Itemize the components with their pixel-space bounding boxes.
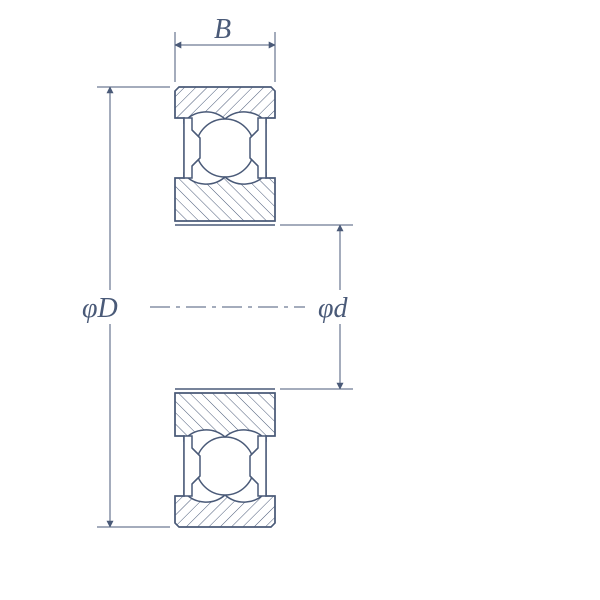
label-d: φd (318, 293, 348, 324)
ball-top (196, 119, 254, 177)
label-B: B (214, 14, 231, 45)
bearing-diagram: B φD φd (0, 0, 600, 600)
label-D: φD (82, 293, 118, 324)
outer-ring-hatch-bottom (175, 492, 275, 527)
inner-ring-hatch-top (175, 174, 275, 221)
ball-bottom (196, 437, 254, 495)
outer-ring-hatch-top (175, 87, 275, 122)
inner-ring-hatch-bottom (175, 393, 275, 440)
